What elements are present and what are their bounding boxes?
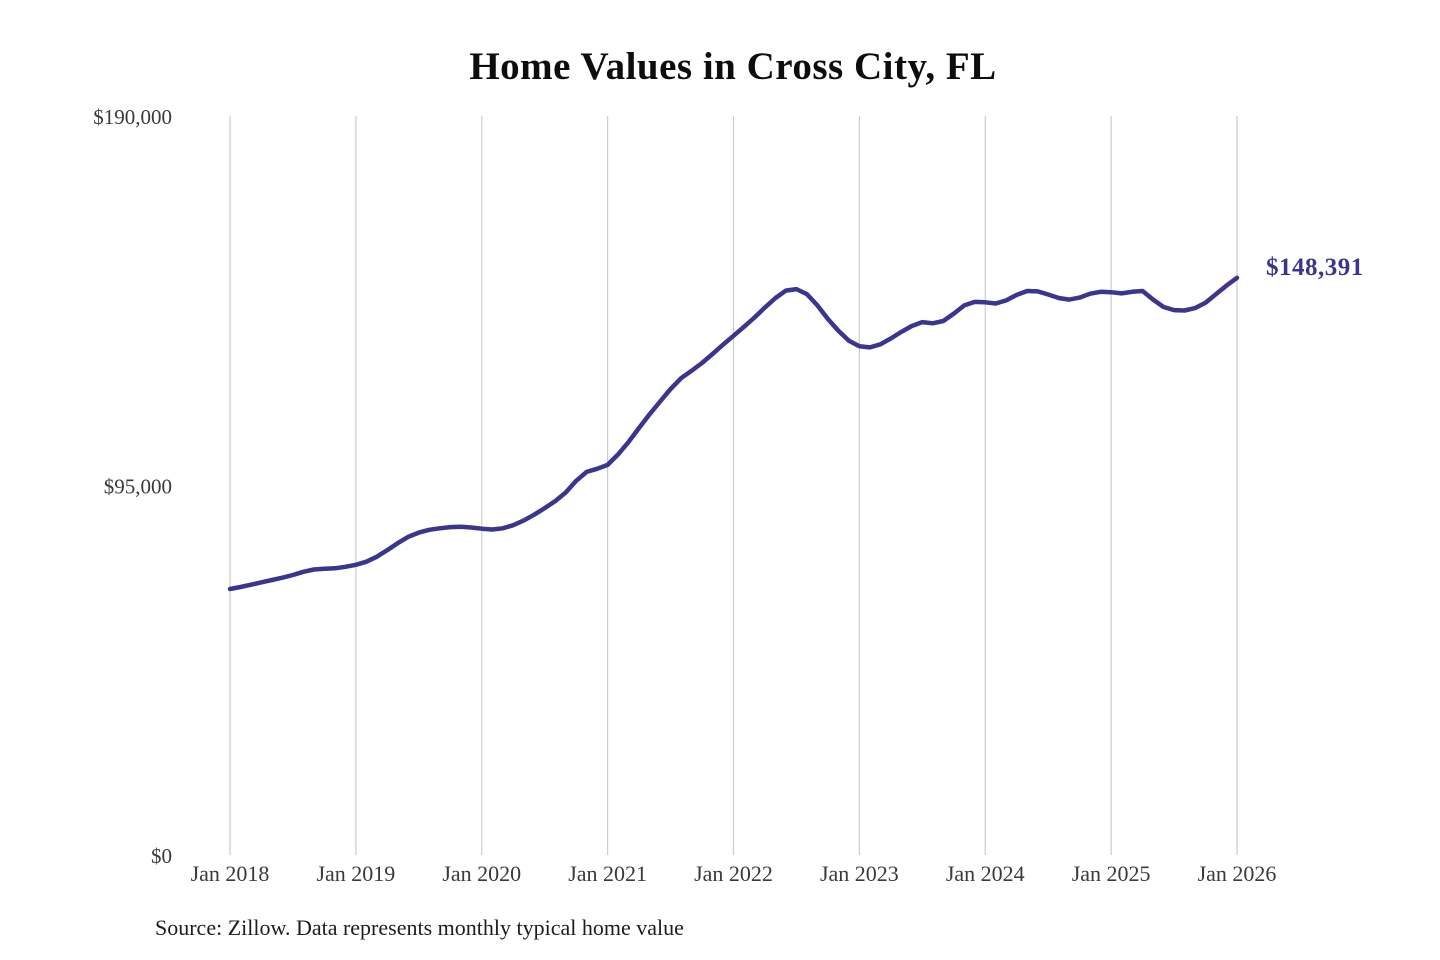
x-tick-label: Jan 2024 <box>946 861 1025 886</box>
x-tick-label: Jan 2020 <box>442 861 521 886</box>
x-tick-label: Jan 2018 <box>191 861 270 886</box>
chart-title: Home Values in Cross City, FL <box>469 45 997 88</box>
home-value-line <box>227 275 1240 592</box>
x-tick-label: Jan 2022 <box>694 861 773 886</box>
latest-value-annotation: $148,391 <box>1266 254 1364 281</box>
y-tick-label: $190,000 <box>93 105 172 129</box>
x-tick-label: Jan 2023 <box>820 861 899 886</box>
x-tick-label: Jan 2019 <box>316 861 395 886</box>
x-tick-label: Jan 2026 <box>1198 861 1277 886</box>
y-tick-label: $0 <box>151 844 172 868</box>
x-tick-label: Jan 2021 <box>568 861 647 886</box>
y-tick-label: $95,000 <box>104 475 172 499</box>
source-note: Source: Zillow. Data represents monthly … <box>155 915 684 940</box>
x-tick-label: Jan 2025 <box>1072 861 1151 886</box>
